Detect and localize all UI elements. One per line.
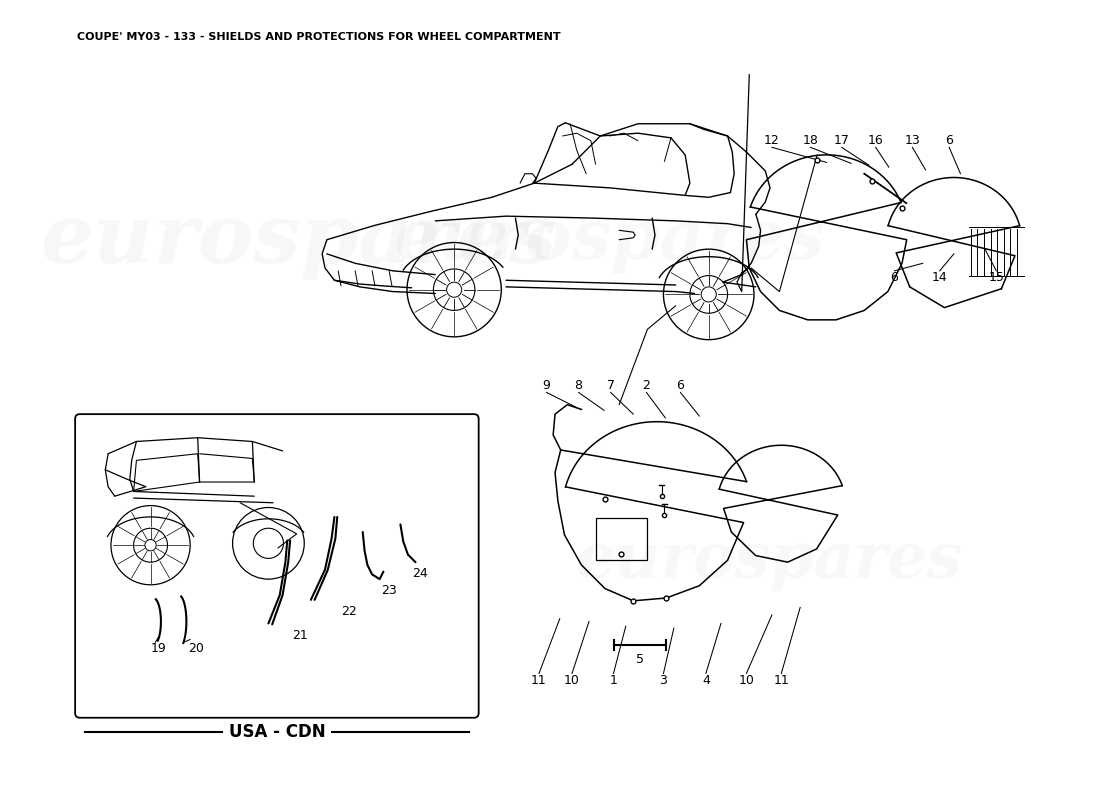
Text: eurospares: eurospares (41, 200, 557, 280)
Text: 2: 2 (642, 379, 650, 392)
Text: eurospares: eurospares (395, 206, 825, 274)
Text: 21: 21 (292, 630, 308, 642)
Text: 4: 4 (702, 674, 710, 686)
Bar (595, 518, 648, 560)
Text: 1: 1 (609, 674, 617, 686)
Text: 6: 6 (676, 379, 684, 392)
Text: 6: 6 (891, 271, 899, 284)
Text: 15: 15 (988, 271, 1004, 284)
Text: eurospares: eurospares (576, 530, 964, 591)
Text: 14: 14 (932, 271, 947, 284)
Text: 10: 10 (738, 674, 755, 686)
Text: COUPE' MY03 - 133 - SHIELDS AND PROTECTIONS FOR WHEEL COMPARTMENT: COUPE' MY03 - 133 - SHIELDS AND PROTECTI… (77, 32, 561, 42)
Text: 23: 23 (382, 584, 397, 597)
Text: 19: 19 (151, 642, 166, 655)
Text: 17: 17 (834, 134, 849, 147)
Text: 18: 18 (803, 134, 818, 147)
Text: 9: 9 (542, 379, 550, 392)
Text: 8: 8 (574, 379, 583, 392)
Text: 5: 5 (637, 653, 645, 666)
Text: 13: 13 (904, 134, 921, 147)
Text: 22: 22 (341, 605, 356, 618)
FancyBboxPatch shape (75, 414, 478, 718)
Text: USA - CDN: USA - CDN (229, 723, 326, 741)
Text: 12: 12 (764, 134, 780, 147)
Text: 20: 20 (188, 642, 204, 655)
Text: 7: 7 (607, 379, 615, 392)
Text: 10: 10 (564, 674, 580, 686)
Text: 6: 6 (945, 134, 953, 147)
Text: 11: 11 (773, 674, 789, 686)
Text: 3: 3 (660, 674, 668, 686)
Text: 24: 24 (411, 567, 428, 580)
Text: 11: 11 (531, 674, 547, 686)
Text: 16: 16 (868, 134, 883, 147)
